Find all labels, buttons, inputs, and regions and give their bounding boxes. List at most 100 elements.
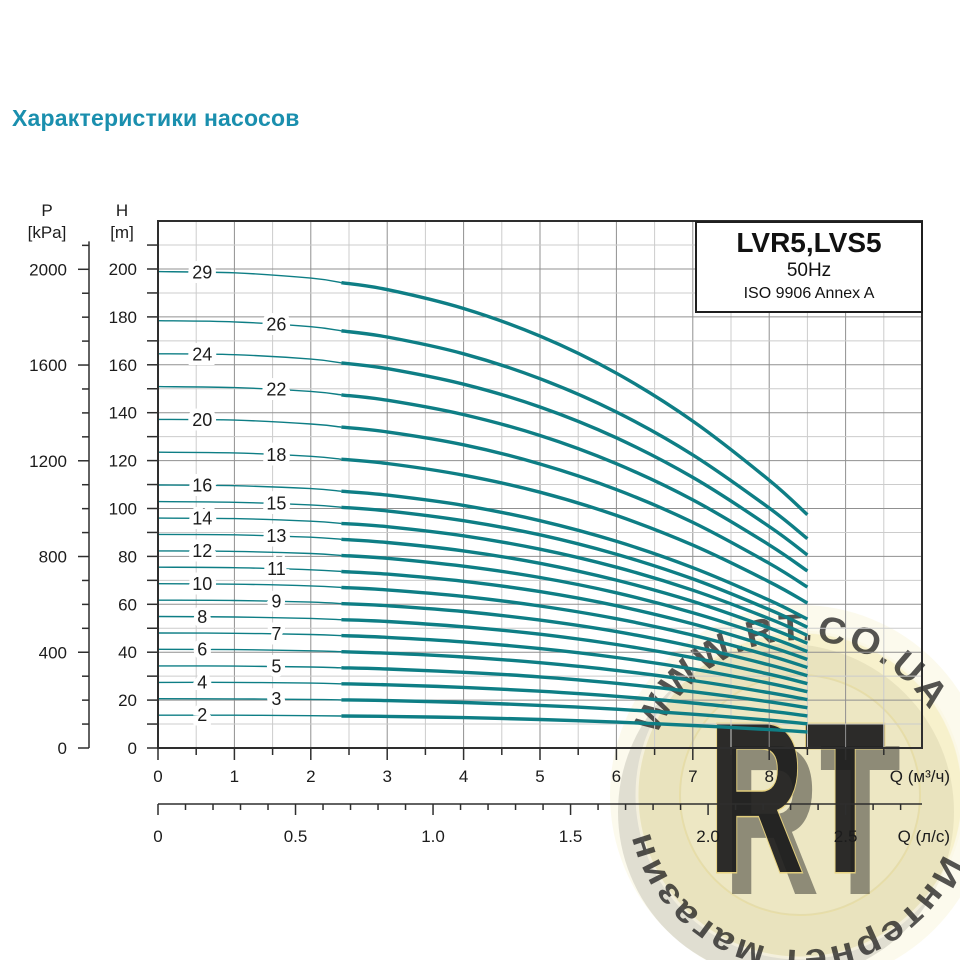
- curve-label-14: 14: [192, 508, 212, 528]
- pump-curve-26: [341, 329, 809, 541]
- pump-curve-13: [341, 537, 809, 645]
- standard-label: ISO 9906 Annex A: [743, 285, 875, 302]
- pump-curve-24-thin: [157, 353, 342, 364]
- chart-legend-box: LVR5,LVS5 50Hz ISO 9906 Annex A: [695, 221, 923, 313]
- curve-label-6: 6: [197, 639, 207, 659]
- x-axis2-tick-label: 1.0: [421, 827, 445, 846]
- curve-label-10: 10: [192, 574, 212, 594]
- x-axis2-tick-label: 1.5: [559, 827, 583, 846]
- h-axis-tick-label: 140: [109, 404, 137, 423]
- x-axis-tick-label: 5: [535, 767, 544, 786]
- pump-curve-6: [341, 650, 808, 702]
- curve-label-20: 20: [192, 410, 212, 430]
- pump-curves: [157, 270, 809, 734]
- pump-curve-2-thin: [157, 714, 342, 717]
- pump-curve-29-thin: [157, 270, 342, 284]
- p-axis: 2000 1600 1200 800 400 0 P [kPa]: [28, 201, 90, 758]
- p-axis-tick-label: 1600: [29, 356, 67, 375]
- pump-curve-2: [341, 714, 808, 734]
- x-axis-tick-label: 2: [306, 767, 315, 786]
- pump-curve-14: [341, 521, 809, 637]
- pump-curve-11: [341, 569, 808, 662]
- curve-label-18: 18: [266, 445, 286, 465]
- curve-label-29: 29: [192, 262, 212, 282]
- curve-label-15: 15: [266, 494, 286, 514]
- pump-curve-12: [341, 553, 808, 654]
- curve-label-11: 11: [267, 559, 286, 579]
- pump-curve-9: [341, 601, 808, 678]
- pump-curve-18: [341, 457, 809, 605]
- watermark-rt-shadow: RT: [723, 699, 901, 939]
- h-axis-tick-label: 100: [109, 500, 137, 519]
- h-axis-tick-label: 40: [118, 643, 137, 662]
- h-axis-header: H: [116, 201, 128, 220]
- pump-curve-3-thin: [157, 698, 342, 701]
- page-title: Характеристики насосов: [12, 105, 300, 131]
- h-axis-tick-label: 200: [109, 260, 137, 279]
- pump-curve-18-thin: [157, 451, 342, 460]
- pump-curve-11-thin: [157, 566, 342, 573]
- curve-label-22: 22: [266, 380, 286, 400]
- curve-label-8: 8: [197, 607, 207, 627]
- x-axis2-tick-label: 0: [153, 827, 162, 846]
- pump-curve-14-thin: [157, 517, 342, 525]
- h-axis-tick-label: 80: [118, 547, 137, 566]
- curve-label-12: 12: [192, 541, 212, 561]
- pump-curve-15: [341, 505, 809, 629]
- x-axis-tick-label: 1: [230, 767, 239, 786]
- pump-curve-16: [341, 489, 809, 621]
- pump-curve-26-thin: [157, 320, 342, 332]
- pump-curve-20: [341, 425, 809, 589]
- curve-label-24: 24: [192, 344, 212, 364]
- curve-label-3: 3: [271, 689, 281, 709]
- pump-curve-22-thin: [157, 385, 342, 396]
- x-axis-tick-label: 4: [459, 767, 468, 786]
- pump-curve-5-thin: [157, 665, 342, 669]
- h-axis-tick-label: 180: [109, 308, 137, 327]
- curve-label-2: 2: [197, 705, 207, 725]
- x-axis-tick-label: 6: [612, 767, 621, 786]
- h-axis-unit: [m]: [110, 223, 134, 242]
- pump-curve-7: [341, 633, 808, 694]
- x-axis-m3h: 0 1 2 3 4 5 6 7 8 Q (м³/ч): [153, 748, 950, 786]
- x-axis-tick-label: 7: [688, 767, 697, 786]
- pump-curve-24: [341, 361, 809, 557]
- x-axis-lps: 0 0.5 1.0 1.5 2.0 2.5 Q (л/с): [153, 803, 950, 846]
- pump-curve-15-thin: [157, 500, 342, 508]
- p-axis-header: P: [41, 201, 52, 220]
- h-axis-tick-label: 60: [118, 595, 137, 614]
- x-axis-tick-label: 3: [382, 767, 391, 786]
- pump-curve-10-thin: [157, 583, 342, 589]
- x-axis-unit-label: Q (м³/ч): [890, 767, 950, 786]
- h-axis-tick-label: 0: [128, 739, 137, 758]
- p-axis-tick-label: 1200: [29, 452, 67, 471]
- pump-curve-4-thin: [157, 681, 342, 685]
- pump-curve-10: [341, 585, 808, 670]
- x-axis2-tick-label: 2.5: [834, 827, 858, 846]
- pump-curve-13-thin: [157, 533, 342, 540]
- pump-curve-6-thin: [157, 648, 342, 653]
- pump-curve-4: [341, 682, 808, 718]
- pump-curve-16-thin: [157, 484, 342, 492]
- pump-curve-29: [341, 281, 809, 516]
- curve-label-16: 16: [192, 475, 212, 495]
- pump-curve-3: [341, 698, 808, 726]
- curve-label-13: 13: [266, 526, 286, 546]
- pump-curve-12-thin: [157, 550, 342, 557]
- pump-model-label: LVR5,LVS5: [736, 227, 882, 258]
- curve-label-9: 9: [271, 591, 281, 611]
- p-axis-unit: [kPa]: [28, 223, 67, 242]
- pump-curve-7-thin: [157, 632, 342, 637]
- x-axis-tick-label: 0: [153, 767, 162, 786]
- frequency-label: 50Hz: [786, 260, 832, 281]
- pump-curve-20-thin: [157, 418, 342, 428]
- svg-text:RT: RT: [723, 699, 901, 939]
- p-axis-tick-label: 0: [58, 739, 67, 758]
- h-axis-tick-label: 120: [109, 452, 137, 471]
- p-axis-tick-label: 400: [39, 643, 67, 662]
- watermark-rt-text: RT: [707, 676, 887, 919]
- x-axis2-tick-label: 2.0: [696, 827, 720, 846]
